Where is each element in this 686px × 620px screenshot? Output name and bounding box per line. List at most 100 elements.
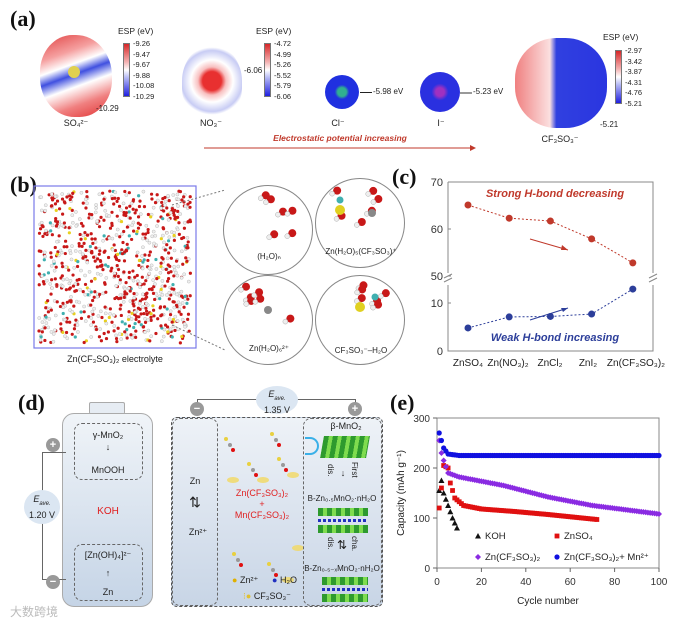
atom — [166, 271, 171, 275]
atom — [178, 212, 182, 216]
water-layer — [318, 519, 368, 522]
data-point — [464, 324, 472, 332]
zn-ion — [282, 577, 294, 583]
atom — [41, 224, 45, 229]
tick: -10.08 — [133, 81, 155, 91]
atom — [38, 338, 43, 342]
atom — [55, 283, 59, 287]
atom — [61, 212, 65, 216]
atom — [102, 234, 106, 238]
atom — [71, 191, 75, 195]
panel-label-a: (a) — [10, 6, 36, 31]
atom — [97, 192, 102, 197]
atom — [46, 325, 50, 330]
hydrogen-atom — [329, 190, 335, 197]
trend-arrow-blue — [529, 307, 569, 321]
atom — [114, 284, 118, 288]
atom — [144, 309, 149, 313]
oxygen-atom — [374, 195, 383, 204]
fluorine-atom — [371, 293, 379, 301]
atom — [68, 279, 73, 283]
atom — [89, 316, 94, 320]
atom — [106, 255, 111, 260]
atom — [93, 277, 97, 281]
atom — [39, 220, 44, 225]
atom — [110, 221, 114, 225]
atom — [113, 296, 117, 301]
zn-anode-region — [172, 418, 218, 606]
atom — [146, 212, 150, 217]
atom — [104, 311, 108, 316]
hydrogen-atom — [263, 199, 269, 205]
atom — [81, 256, 85, 260]
atom — [174, 270, 178, 275]
sulfur-atom — [335, 205, 345, 215]
data-point — [453, 525, 460, 531]
atom — [119, 219, 124, 224]
atom — [79, 237, 83, 241]
y-axis-label: Capacity (mAh g⁻¹) — [396, 450, 407, 536]
atom — [84, 197, 88, 202]
atom — [102, 218, 106, 222]
atom — [143, 253, 147, 257]
atom — [79, 221, 84, 226]
watermark: 大数跨境 — [10, 605, 59, 619]
atom — [133, 321, 137, 326]
atom — [127, 315, 131, 319]
atom — [122, 295, 126, 300]
cf3so3-esp-title: ESP (eV) — [603, 32, 639, 42]
atom — [131, 198, 136, 202]
atom — [146, 318, 150, 322]
atom — [164, 267, 168, 272]
atom — [92, 306, 96, 311]
atom — [70, 208, 74, 212]
atom — [171, 317, 176, 322]
zn-label: Zn — [189, 476, 201, 486]
atom — [112, 313, 116, 317]
atom — [137, 258, 142, 263]
atom — [70, 244, 74, 248]
tick: -9.88 — [133, 70, 151, 80]
atom — [68, 206, 72, 211]
data-point — [449, 471, 456, 478]
tick: -5.26 — [274, 60, 292, 70]
atom — [172, 233, 176, 238]
atom — [65, 300, 69, 304]
atom — [74, 224, 79, 228]
atom — [101, 268, 105, 272]
atom — [112, 324, 117, 328]
atom — [180, 236, 184, 241]
atom — [43, 326, 47, 330]
atom — [171, 211, 176, 215]
atom — [90, 212, 94, 217]
atom — [159, 237, 163, 241]
oxygen-atom — [357, 294, 366, 303]
plus-sign: + — [259, 499, 265, 509]
tick: -9.26 — [133, 39, 151, 48]
atom — [49, 229, 53, 233]
hydrogen-atom — [370, 304, 376, 311]
atom — [167, 317, 172, 321]
y-tick-label: 70 — [431, 177, 443, 189]
atom — [116, 267, 121, 272]
atom — [68, 197, 72, 202]
atom — [121, 201, 126, 206]
atom — [69, 257, 74, 262]
atom — [115, 252, 120, 257]
y-tick-label: 200 — [413, 464, 430, 475]
atom — [139, 212, 143, 216]
atom — [43, 232, 47, 236]
data-point — [449, 515, 456, 521]
atom — [127, 234, 131, 238]
hydrogen-atom — [266, 234, 272, 240]
zinc-atom — [264, 306, 272, 314]
atom — [155, 193, 159, 197]
x-tick-label: ZnCl₂ — [538, 358, 563, 369]
atom — [173, 314, 177, 319]
atom — [136, 221, 140, 225]
atom — [167, 199, 171, 203]
atom — [118, 307, 122, 311]
atom — [172, 248, 177, 253]
atom — [103, 209, 107, 213]
y-tick-label: 100 — [413, 514, 430, 525]
